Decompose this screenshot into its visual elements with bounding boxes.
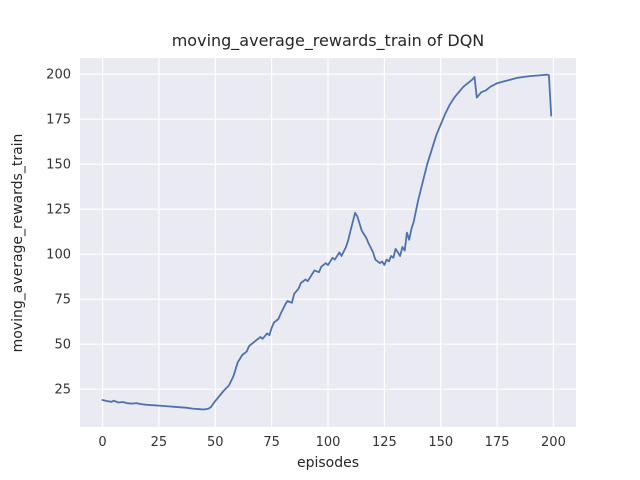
- x-tick-label: 200: [541, 435, 566, 450]
- y-tick-label: 50: [54, 338, 71, 353]
- y-tick-label: 25: [54, 383, 71, 398]
- x-tick-label: 125: [372, 435, 397, 450]
- y-tick-label: 150: [46, 158, 71, 173]
- x-tick-label: 50: [207, 435, 224, 450]
- y-tick-label: 100: [46, 248, 71, 263]
- chart-title: moving_average_rewards_train of DQN: [172, 31, 485, 51]
- x-tick-label: 100: [316, 435, 341, 450]
- y-tick-label: 75: [54, 293, 71, 308]
- x-tick-label: 175: [485, 435, 510, 450]
- x-tick-label: 150: [428, 435, 453, 450]
- x-tick-label: 75: [263, 435, 280, 450]
- x-tick-label: 25: [151, 435, 168, 450]
- reward-line: [101, 73, 553, 411]
- x-tick-label: 0: [98, 435, 106, 450]
- y-axis-label: moving_average_rewards_train: [10, 134, 26, 353]
- x-axis-label: episodes: [297, 455, 359, 471]
- y-tick-label: 200: [46, 68, 71, 83]
- y-tick-label: 175: [46, 113, 71, 128]
- y-tick-label: 125: [46, 203, 71, 218]
